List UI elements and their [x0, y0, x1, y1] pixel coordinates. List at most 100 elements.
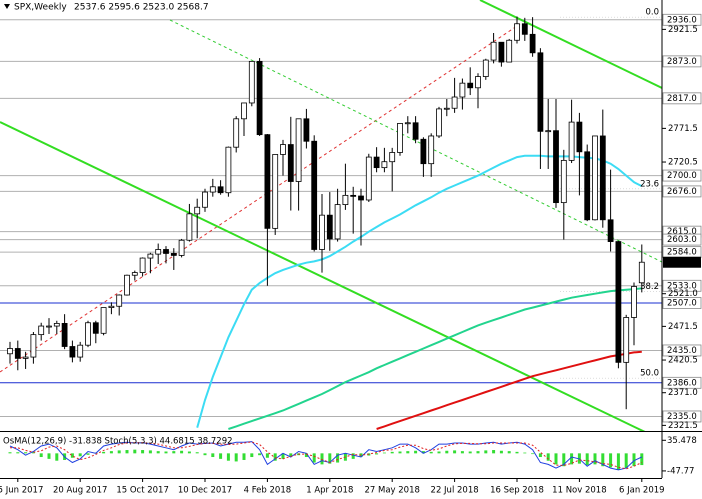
osc-y-tick-label: -47.77: [667, 466, 694, 476]
osma-bar: [468, 451, 472, 454]
candle-body: [545, 130, 552, 133]
candle-body: [365, 156, 372, 201]
candle-body: [467, 82, 474, 89]
level-label-box: [662, 92, 702, 105]
level-label: 2936.0: [667, 15, 697, 25]
osma-bar: [390, 451, 394, 454]
candle-body: [100, 307, 107, 334]
fib-label: 50.0: [640, 369, 659, 379]
candle-body: [397, 123, 403, 153]
candle-body: [209, 186, 216, 193]
osma-bar: [616, 453, 620, 470]
candle-body: [443, 107, 450, 110]
y-tick-label: 2471.5: [668, 322, 698, 332]
osma-bar: [117, 450, 121, 454]
candle-body: [30, 334, 37, 358]
candle-body: [342, 194, 349, 206]
level-label-box: [662, 233, 702, 246]
level-label-box: [662, 410, 702, 423]
chart-title: SPX,Weekly: [14, 3, 67, 13]
candle-body: [326, 214, 333, 240]
candle-body: [77, 344, 84, 358]
level-label: 2533.0: [667, 281, 697, 291]
candle-body: [131, 272, 138, 276]
collapse-icon[interactable]: [4, 4, 10, 9]
candle-body: [436, 108, 442, 137]
candle-body: [264, 134, 271, 229]
candle-body: [303, 118, 310, 142]
level-label: 2700.0: [667, 171, 697, 181]
x-tick-label: 20 Aug 2017: [53, 486, 107, 496]
candle-body: [163, 249, 169, 254]
candle-body: [92, 322, 99, 334]
osma-bar: [47, 453, 51, 459]
candle-body: [607, 219, 614, 242]
candle-body: [248, 60, 255, 104]
level-label: 2335.0: [667, 412, 697, 422]
osma-bar: [406, 451, 410, 454]
candle-body: [529, 33, 536, 54]
osma-bar: [484, 450, 488, 454]
osma-bar: [86, 453, 90, 455]
moving-average: [196, 154, 643, 428]
osma-bar: [133, 449, 137, 454]
level-label-box: [662, 376, 702, 389]
candle-body: [514, 23, 520, 41]
osma-bar: [172, 451, 176, 454]
current-price-box: [663, 256, 701, 268]
osma-bar: [375, 453, 379, 455]
candle-body: [404, 122, 411, 125]
osma-bar: [632, 453, 636, 467]
candle-body: [61, 323, 68, 347]
candle-body: [217, 186, 224, 194]
level-label: 2584.0: [667, 248, 697, 258]
candle-body: [521, 23, 528, 35]
osma-bar: [593, 453, 597, 465]
osma-bar: [492, 450, 496, 454]
osma-bar: [156, 451, 160, 454]
level-label-box: [662, 169, 702, 182]
x-tick-label: 15 Oct 2017: [116, 486, 169, 496]
osma-bar: [351, 453, 355, 459]
candle-body: [334, 204, 341, 240]
x-tick-label: 1 Apr 2018: [306, 486, 353, 496]
candle-body: [46, 325, 52, 328]
candle-body: [53, 323, 60, 327]
level-label: 2615.0: [667, 227, 697, 237]
level-label-box: [662, 55, 702, 68]
osma-bar: [624, 453, 628, 469]
x-tick-label: 25 Jun 2017: [0, 486, 43, 496]
candle-body: [85, 322, 91, 346]
candle-body: [358, 195, 364, 201]
osma-bar: [55, 453, 59, 461]
candle-body: [116, 294, 123, 307]
candle-body: [459, 82, 466, 98]
y-tick-label: 2720.5: [668, 158, 698, 168]
osma-bar: [601, 453, 605, 467]
osma-bar: [31, 452, 35, 454]
osma-bar: [421, 451, 425, 454]
oscillator: [8, 441, 644, 471]
ohlc-header: 2537.6 2595.6 2523.0 2568.7: [74, 3, 209, 13]
moving-average: [376, 350, 642, 430]
candle-body: [537, 52, 544, 132]
x-tick-label: 22 Jul 2018: [431, 486, 479, 496]
osma-bar: [336, 453, 340, 463]
osma-bar: [507, 451, 511, 454]
osma-bar: [234, 453, 238, 462]
osma-bar: [437, 451, 441, 454]
osma-bar: [476, 451, 480, 454]
x-tick-label: 6 Jan 2019: [619, 486, 665, 496]
osma-bar: [453, 450, 457, 454]
candle-body: [287, 144, 294, 182]
x-tick-label: 16 Sep 2018: [490, 486, 544, 496]
osma-bar: [531, 453, 535, 455]
candle-body: [319, 214, 325, 250]
candle-body: [389, 152, 396, 163]
osma-bar: [304, 453, 308, 458]
y-tick-label: 2521.0: [668, 289, 698, 299]
candle-body: [599, 135, 606, 221]
candle-body: [7, 348, 13, 355]
candle-body: [69, 346, 76, 358]
osma-bar: [226, 453, 230, 461]
